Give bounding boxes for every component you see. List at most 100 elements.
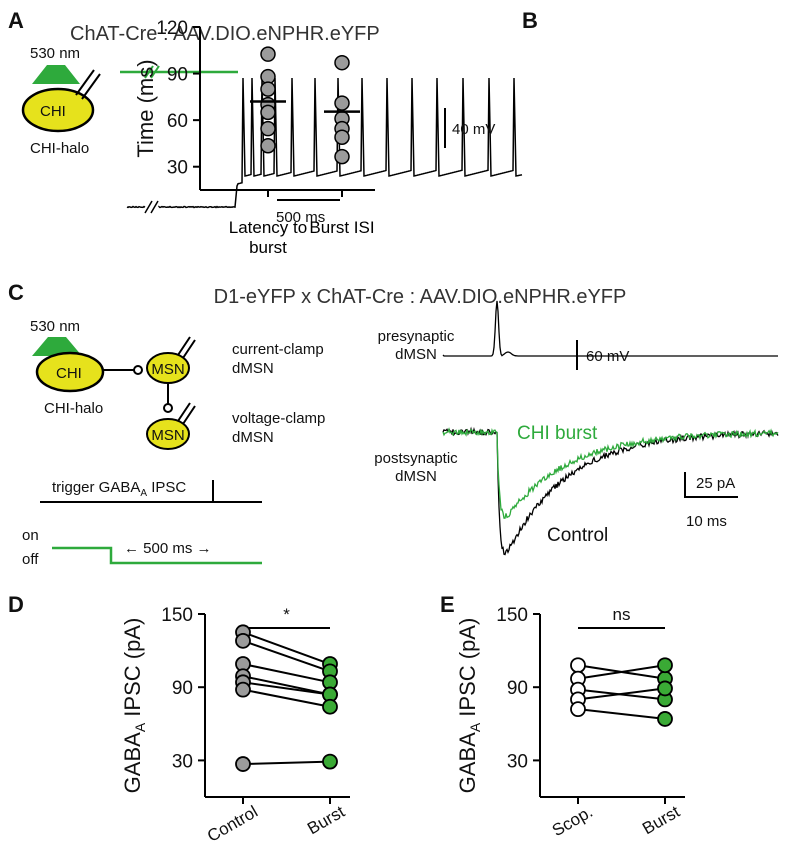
trace-label: Control <box>547 525 608 546</box>
panel-letter: A <box>8 8 24 33</box>
y-tick-label: 30 <box>172 751 193 772</box>
break-mark <box>144 65 160 79</box>
y-axis-label: Time (ms) <box>133 59 158 157</box>
trace-label: postsynaptic <box>374 450 458 467</box>
postsynaptic-trace <box>442 426 779 556</box>
y-label-part: GABA <box>120 732 145 793</box>
significance-label: * <box>283 605 290 624</box>
light-cone <box>32 65 80 84</box>
interval-label: ← 500 ms → <box>124 540 212 557</box>
cell <box>35 351 105 393</box>
x-tick-label: Control <box>204 802 261 846</box>
electrode <box>75 69 95 96</box>
trace-label: dMSN <box>395 468 437 485</box>
point <box>334 129 350 145</box>
cell-role: dMSN <box>232 429 274 446</box>
text: IPSC <box>147 479 186 496</box>
x-tick-label: Scop. <box>549 802 596 840</box>
light-label: 530 nm <box>30 318 80 335</box>
cell <box>146 418 190 450</box>
cell-label: CHI <box>56 365 82 382</box>
chart: 30 60 90 120 Time (ms) Latency to burstBurst … <box>133 18 375 257</box>
y-tick-label: 150 <box>496 605 528 626</box>
light-label: 530 nm <box>30 45 80 62</box>
point <box>657 657 673 674</box>
y-tick-label: 30 <box>167 158 188 179</box>
y-axis-label: GABAA IPSC (pA) <box>120 618 148 794</box>
trace <box>442 300 779 556</box>
point <box>334 54 350 71</box>
y-label-part: A <box>132 722 148 732</box>
point <box>235 632 251 649</box>
y-tick-label: 150 <box>161 605 193 626</box>
y-label-part: GABA <box>455 732 480 793</box>
electrode <box>81 73 101 100</box>
y-tick-label: 90 <box>172 678 193 699</box>
voltage-trace <box>126 77 523 209</box>
pair-line <box>577 664 666 680</box>
pair-line <box>242 631 331 665</box>
y-axis-label: GABAA IPSC (pA) <box>455 618 483 794</box>
cell-label: CHI <box>40 103 66 120</box>
y-tick-label: 30 <box>507 751 528 772</box>
point <box>260 81 276 97</box>
trigger-label: trigger GABAA IPSC <box>52 479 186 499</box>
x-tick-label: Latency to burst <box>228 218 308 257</box>
electrode <box>177 336 191 356</box>
x-tick-label: Burst ISI <box>309 218 375 237</box>
chart: 30 90 150 GABAA IPSC (pA) Scop. Burst ns <box>455 605 685 840</box>
electrode <box>177 402 191 422</box>
pair-line <box>242 760 331 766</box>
x-tick-label: Burst <box>304 802 348 838</box>
pair-line <box>242 681 331 696</box>
panel-letter: E <box>440 592 455 617</box>
cell-role: dMSN <box>232 360 274 377</box>
point <box>657 711 673 727</box>
light-state: on <box>22 527 39 544</box>
pair-line <box>242 639 331 673</box>
text: trigger GABA <box>52 479 140 496</box>
light-state: off <box>22 551 39 568</box>
cell-name: CHI-halo <box>30 140 89 157</box>
point <box>570 657 586 674</box>
pair-line <box>242 663 331 684</box>
presynaptic-trace <box>442 300 778 357</box>
point <box>235 681 251 698</box>
synapse <box>133 365 143 375</box>
scale-bar <box>684 472 738 498</box>
pair-line <box>577 708 666 720</box>
electrode <box>182 405 196 425</box>
trace <box>120 65 523 214</box>
trace-label: presynaptic <box>378 328 455 345</box>
pair-line <box>577 687 666 701</box>
point <box>260 138 276 154</box>
significance-label: ns <box>613 605 631 624</box>
trace-label: CHI burst <box>517 423 598 444</box>
point <box>570 701 586 718</box>
panel-letter: C <box>8 280 24 305</box>
y-tick-label: 120 <box>156 18 188 39</box>
point <box>322 753 338 770</box>
cell-role: current-clamp <box>232 341 324 358</box>
point <box>260 104 276 121</box>
pair-line <box>242 688 331 708</box>
x-tick-label: Burst <box>639 802 683 838</box>
point <box>334 95 350 111</box>
panel-title: D1-eYFP x ChAT-Cre : AAV.DIO.eNPHR.eYFP <box>214 286 627 308</box>
scale-label: 10 ms <box>686 513 727 530</box>
cell-label: MSN <box>151 361 184 378</box>
scale-label: 25 pA <box>696 475 735 492</box>
point <box>322 698 338 715</box>
point <box>260 120 276 137</box>
cell <box>21 87 95 133</box>
point <box>235 756 251 772</box>
point <box>260 46 276 62</box>
synapse <box>163 403 173 413</box>
panel-title: ChAT-Cre : AAV.DIO.eNPHR.eYFP <box>70 23 380 45</box>
panel-letter: B <box>522 8 538 33</box>
text: A <box>140 488 147 499</box>
light-cone <box>32 337 82 356</box>
break-mark <box>144 200 159 214</box>
point <box>657 680 673 697</box>
